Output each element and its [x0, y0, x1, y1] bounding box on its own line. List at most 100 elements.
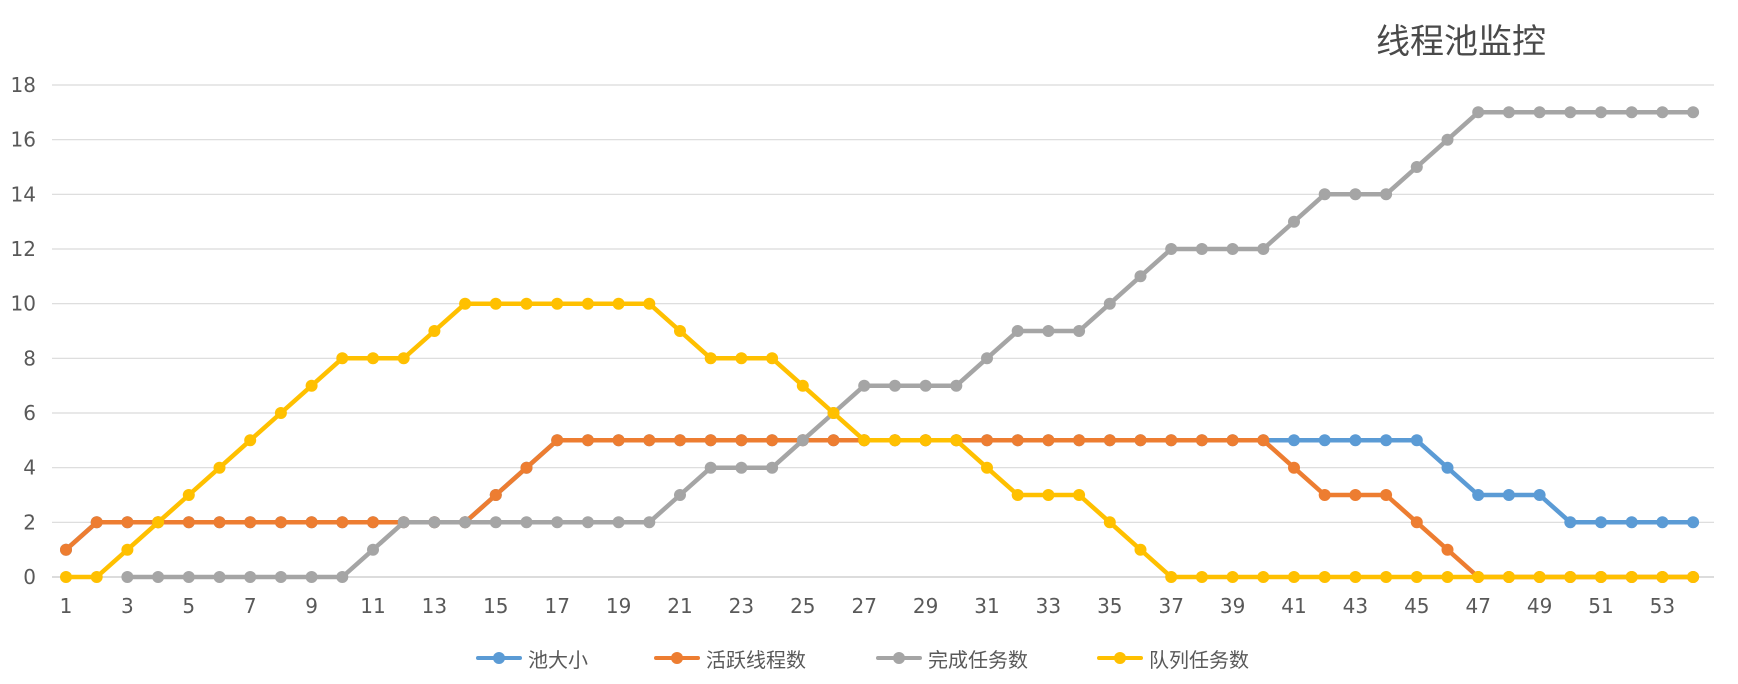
- data-point: [182, 516, 195, 529]
- data-point: [1011, 325, 1024, 337]
- y-tick-label: 10: [11, 292, 36, 316]
- series-line: [63, 438, 1696, 552]
- data-point: [1595, 106, 1607, 119]
- data-point: [1288, 461, 1300, 474]
- data-point: [1441, 571, 1454, 583]
- data-point: [1502, 571, 1515, 583]
- data-point: [1687, 106, 1700, 119]
- data-point: [704, 461, 717, 474]
- x-tick-label: 33: [1036, 594, 1061, 618]
- data-point: [766, 461, 779, 474]
- data-point: [1195, 434, 1208, 447]
- x-tick-label: 51: [1588, 594, 1613, 618]
- data-point: [1441, 543, 1454, 556]
- data-point: [1134, 270, 1147, 283]
- data-point: [1134, 543, 1147, 556]
- data-point: [1380, 489, 1393, 501]
- data-point: [152, 516, 165, 529]
- data-point: [428, 516, 441, 529]
- data-point: [428, 325, 441, 337]
- data-point: [1011, 434, 1024, 447]
- data-point: [1625, 106, 1638, 119]
- data-point: [581, 516, 594, 529]
- y-tick-label: 18: [11, 73, 36, 97]
- data-point: [704, 434, 717, 447]
- data-point: [1073, 325, 1086, 337]
- x-tick-label: 37: [1158, 594, 1183, 618]
- data-point: [367, 516, 379, 529]
- data-point: [888, 434, 901, 447]
- data-point: [858, 434, 871, 447]
- data-point: [274, 407, 287, 419]
- data-point: [735, 461, 748, 474]
- data-point: [1257, 243, 1270, 255]
- data-point: [674, 434, 686, 447]
- x-tick-label: 21: [667, 594, 692, 618]
- legend-label: 池大小: [528, 647, 588, 672]
- series-line: [63, 438, 1696, 580]
- data-point: [1533, 571, 1546, 583]
- series-line: [125, 110, 1696, 580]
- data-point: [858, 379, 871, 392]
- x-tick-label: 1: [60, 594, 73, 618]
- series-line: [63, 301, 1696, 580]
- x-tick-label: 43: [1343, 594, 1368, 618]
- data-point: [551, 297, 564, 310]
- data-point: [489, 489, 502, 501]
- x-tick-label: 29: [913, 594, 938, 618]
- data-point: [121, 571, 134, 583]
- x-tick-label: 35: [1097, 594, 1122, 618]
- data-point: [674, 489, 686, 501]
- data-point: [1226, 571, 1239, 583]
- data-point: [1195, 243, 1208, 255]
- data-point: [581, 434, 594, 447]
- data-point: [1349, 489, 1362, 501]
- data-point: [1595, 571, 1607, 583]
- data-point: [305, 516, 318, 529]
- data-point: [244, 571, 257, 583]
- data-point: [1380, 571, 1393, 583]
- y-axis-ticks: 0 2 4 6 8 10 12 14 16 18: [11, 73, 36, 589]
- data-point: [1318, 571, 1331, 583]
- data-point: [1288, 215, 1300, 228]
- data-point: [336, 352, 349, 365]
- data-point: [674, 325, 686, 337]
- data-point: [152, 571, 165, 583]
- x-tick-label: 49: [1527, 594, 1552, 618]
- data-point: [1011, 489, 1024, 501]
- data-point: [1226, 434, 1239, 447]
- chart-title: 线程池监控: [1376, 22, 1546, 62]
- legend-swatch: [476, 640, 522, 676]
- series-3: [121, 106, 1700, 583]
- data-point: [1165, 571, 1178, 583]
- y-tick-label: 6: [23, 401, 36, 425]
- data-point: [1165, 243, 1178, 255]
- data-point: [336, 516, 349, 529]
- data-point: [950, 434, 963, 447]
- data-point: [1380, 188, 1393, 201]
- x-tick-label: 45: [1404, 594, 1429, 618]
- data-point: [1656, 106, 1669, 119]
- x-tick-label: 53: [1650, 594, 1675, 618]
- grid-lines: [52, 84, 1714, 578]
- data-point: [1564, 516, 1577, 529]
- data-point: [520, 516, 533, 529]
- y-tick-label: 14: [11, 182, 36, 206]
- data-point: [121, 516, 134, 529]
- data-point: [1073, 489, 1086, 501]
- data-point: [950, 379, 963, 392]
- data-point: [1625, 516, 1638, 529]
- legend: 池大小 活跃线程数 完成任务数 队列任务数: [0, 640, 1738, 676]
- data-point: [367, 352, 379, 365]
- data-point: [274, 516, 287, 529]
- data-point: [1165, 434, 1178, 447]
- data-point: [643, 516, 656, 529]
- data-point: [244, 434, 257, 447]
- data-point: [704, 352, 717, 365]
- data-point: [1318, 489, 1331, 501]
- data-point: [1441, 133, 1454, 146]
- data-point: [1502, 106, 1515, 119]
- data-point: [1472, 489, 1485, 501]
- data-point: [1564, 571, 1577, 583]
- x-tick-label: 7: [244, 594, 257, 618]
